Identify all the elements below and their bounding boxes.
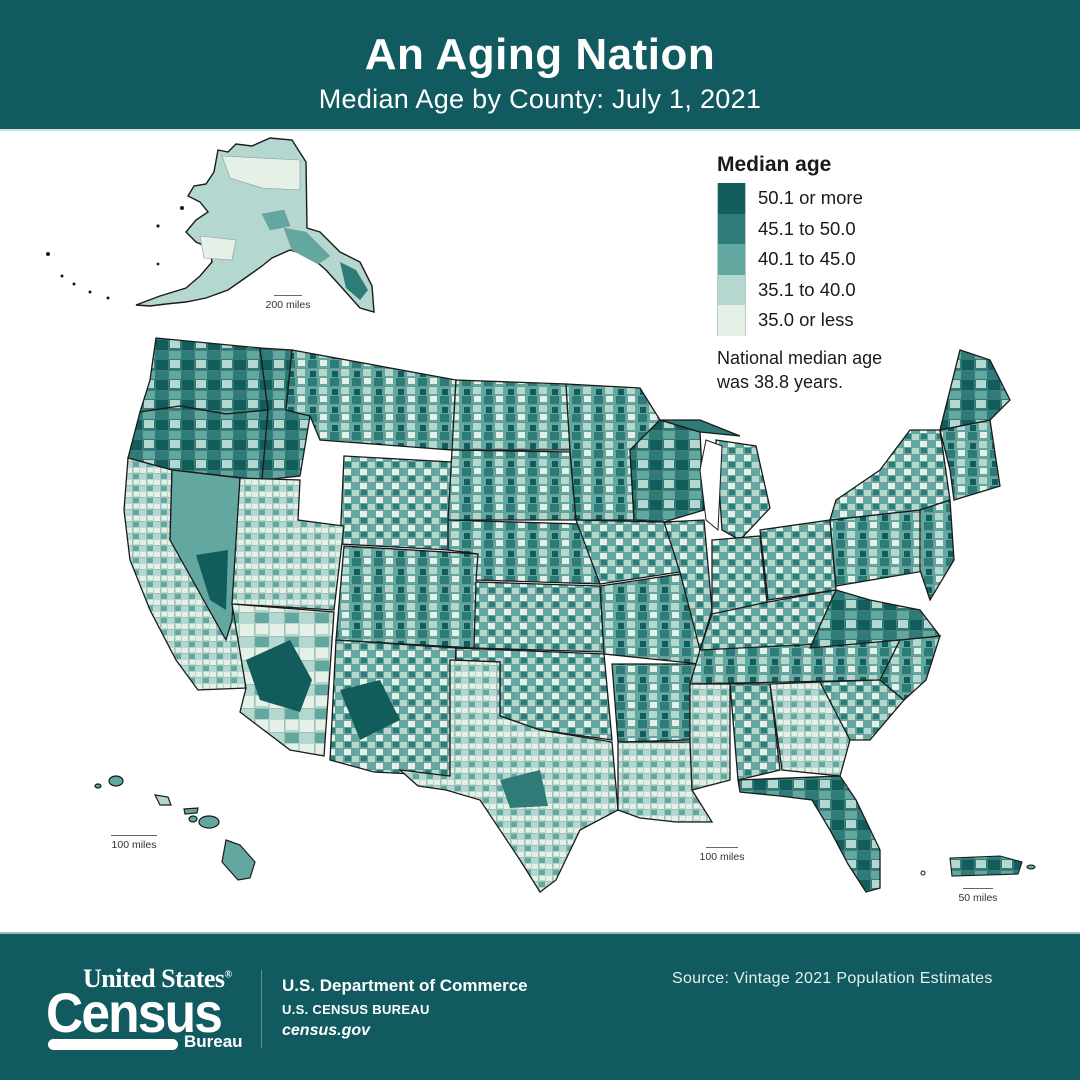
- census-bureau-logo[interactable]: United States® Census Bureau: [46, 964, 243, 1051]
- page-title: An Aging Nation: [364, 30, 716, 79]
- legend-swatch: [717, 183, 746, 214]
- legend-item: 35.1 to 40.0: [717, 274, 957, 305]
- legend-swatch: [717, 244, 746, 275]
- alaska-scale: 200 miles: [258, 295, 318, 311]
- hawaii-scale: 100 miles: [104, 835, 164, 851]
- puerto-rico-scale: 50 miles: [948, 888, 1008, 904]
- legend: Median age 50.1 or more 45.1 to 50.0 40.…: [717, 153, 957, 394]
- legend-item: 50.1 or more: [717, 183, 957, 214]
- department-info: U.S. Department of Commerce U.S. CENSUS …: [282, 976, 528, 1039]
- contiguous-us: [123, 337, 1011, 893]
- header-banner: An Aging Nation Median Age by County: Ju…: [0, 0, 1080, 131]
- hawaii: [94, 775, 256, 881]
- legend-swatch: [717, 305, 746, 336]
- conus-scale: 100 miles: [692, 847, 752, 863]
- map-area: 200 miles 100 miles 100 miles 50 miles: [0, 133, 1080, 930]
- legend-swatch: [717, 213, 746, 244]
- legend-item: 35.0 or less: [717, 305, 957, 336]
- legend-item: 45.1 to 50.0: [717, 213, 957, 244]
- national-median-note: National median age was 38.8 years.: [717, 347, 883, 392]
- legend-item: 40.1 to 45.0: [717, 244, 957, 275]
- source-note: Source: Vintage 2021 Population Estimate…: [672, 970, 993, 987]
- page-subtitle: Median Age by County: July 1, 2021: [318, 84, 762, 114]
- legend-title: Median age: [717, 153, 832, 176]
- logo-underline-bar: [48, 1039, 178, 1050]
- alaska: [46, 137, 375, 313]
- website-link[interactable]: census.gov: [282, 1022, 371, 1039]
- footer-banner: United States® Census Bureau U.S. Depart…: [0, 932, 1080, 1080]
- us-county-median-age-map: [46, 137, 1036, 893]
- legend-swatch: [717, 274, 746, 305]
- puerto-rico: [920, 855, 1036, 877]
- footer-divider: [261, 970, 262, 1048]
